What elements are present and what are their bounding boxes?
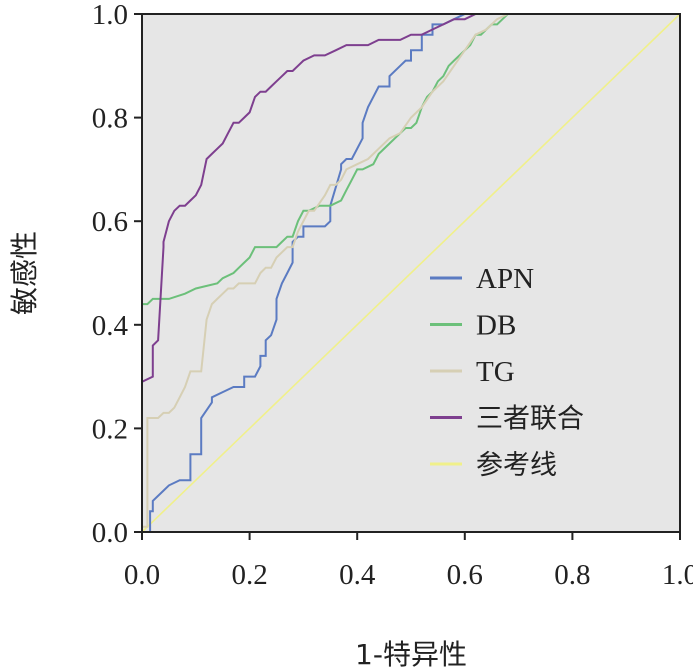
series-line-3: [141, 13, 514, 383]
legend-label-2: TG: [476, 356, 515, 388]
x-tick-label-4: 0.8: [554, 559, 590, 591]
y-tick-label-3: 0.6: [92, 206, 128, 238]
y-tick-label-4: 0.8: [92, 103, 128, 135]
y-tick-label-0: 0.0: [92, 517, 128, 549]
legend-label-0: APN: [476, 263, 534, 295]
plot-frame: [141, 13, 681, 533]
axis-layer: 0.0 0.2 0.4 0.6 0.8 1.0 0.0 0.2 0.4 0.6 0.8 1.0: [92, 0, 693, 591]
series-line-0: [142, 13, 508, 533]
series-layer: [141, 13, 681, 533]
legend-label-4: 参考线: [476, 450, 557, 481]
series-line-2: [142, 13, 509, 528]
x-tick-label-0: 0.0: [124, 559, 160, 591]
y-tick-label-5: 1.0: [92, 0, 128, 31]
x-tick-label-1: 0.2: [231, 559, 267, 591]
x-tick-label-3: 0.6: [447, 559, 483, 591]
y-tick-label-2: 0.4: [92, 310, 129, 342]
y-axis-title: 敏感性: [8, 231, 41, 315]
x-tick-label-2: 0.4: [339, 559, 376, 591]
legend-label-1: DB: [476, 310, 516, 342]
y-tick-label-1: 0.2: [92, 413, 128, 445]
legend-label-3: 三者联合: [476, 404, 584, 435]
x-axis-title: 1-特异性: [355, 638, 467, 671]
series-line-4: [141, 13, 681, 533]
x-tick-label-5: 1.0: [662, 559, 693, 591]
